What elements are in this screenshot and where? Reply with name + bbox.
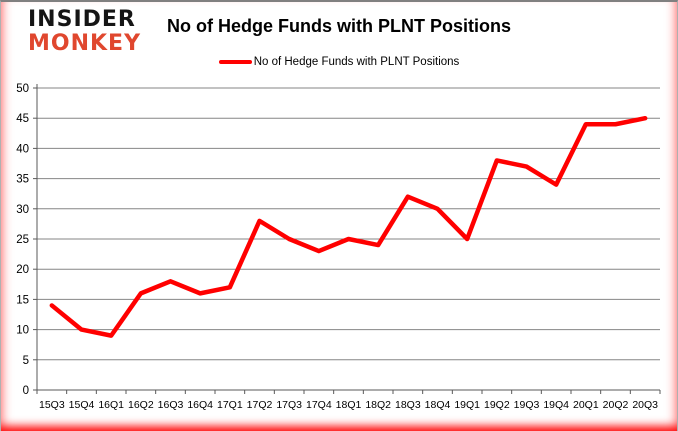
y-tick-label: 10 xyxy=(16,325,29,337)
x-tick-label: 19Q2 xyxy=(484,399,510,411)
logo-text-insider: INSIDER xyxy=(28,7,136,32)
legend-label: No of Hedge Funds with PLNT Positions xyxy=(253,56,460,68)
data-line-series xyxy=(49,115,648,338)
y-tick-label: 45 xyxy=(16,113,29,125)
insider-monkey-logo: INSIDER MONKEY xyxy=(28,9,141,55)
x-tick-label: 17Q1 xyxy=(217,399,243,411)
y-tick-label: 0 xyxy=(23,385,29,397)
x-tick-label: 19Q4 xyxy=(543,399,569,411)
y-tick-label: 20 xyxy=(16,264,29,276)
x-tick-label: 19Q1 xyxy=(454,399,480,411)
legend-line-swatch xyxy=(218,60,252,64)
x-tick-label: 19Q3 xyxy=(514,399,540,411)
y-tick-label: 50 xyxy=(16,83,29,95)
x-tick-label: 20Q2 xyxy=(603,399,629,411)
x-tick-label: 15Q4 xyxy=(69,399,95,411)
x-tick-label: 17Q3 xyxy=(276,399,302,411)
y-tick-label: 15 xyxy=(16,294,29,306)
x-tick-label: 15Q3 xyxy=(39,399,65,411)
x-tick-label: 18Q2 xyxy=(365,399,391,411)
x-tick-label: 18Q1 xyxy=(336,399,362,411)
x-tick-label: 17Q4 xyxy=(306,399,332,411)
y-tick-label: 35 xyxy=(16,174,29,186)
x-tick-label: 16Q3 xyxy=(158,399,184,411)
x-tick-label: 18Q3 xyxy=(395,399,421,411)
chart-title: No of Hedge Funds with PLNT Positions xyxy=(167,16,511,36)
x-tick-label: 16Q4 xyxy=(187,399,213,411)
y-tick-label: 40 xyxy=(16,143,29,155)
y-tick-label: 5 xyxy=(23,355,29,367)
x-tick-label: 17Q2 xyxy=(247,399,273,411)
x-tick-label: 16Q2 xyxy=(128,399,154,411)
x-tick-label: 16Q1 xyxy=(98,399,124,411)
x-tick-label: 20Q1 xyxy=(573,399,599,411)
x-tick-label: 20Q3 xyxy=(632,399,658,411)
y-tick-label: 30 xyxy=(16,204,29,216)
x-tick-label: 18Q4 xyxy=(425,399,451,411)
legend: No of Hedge Funds with PLNT Positions xyxy=(0,56,678,68)
logo-text-monkey: MONKEY xyxy=(28,31,142,56)
y-tick-label: 25 xyxy=(16,234,29,246)
